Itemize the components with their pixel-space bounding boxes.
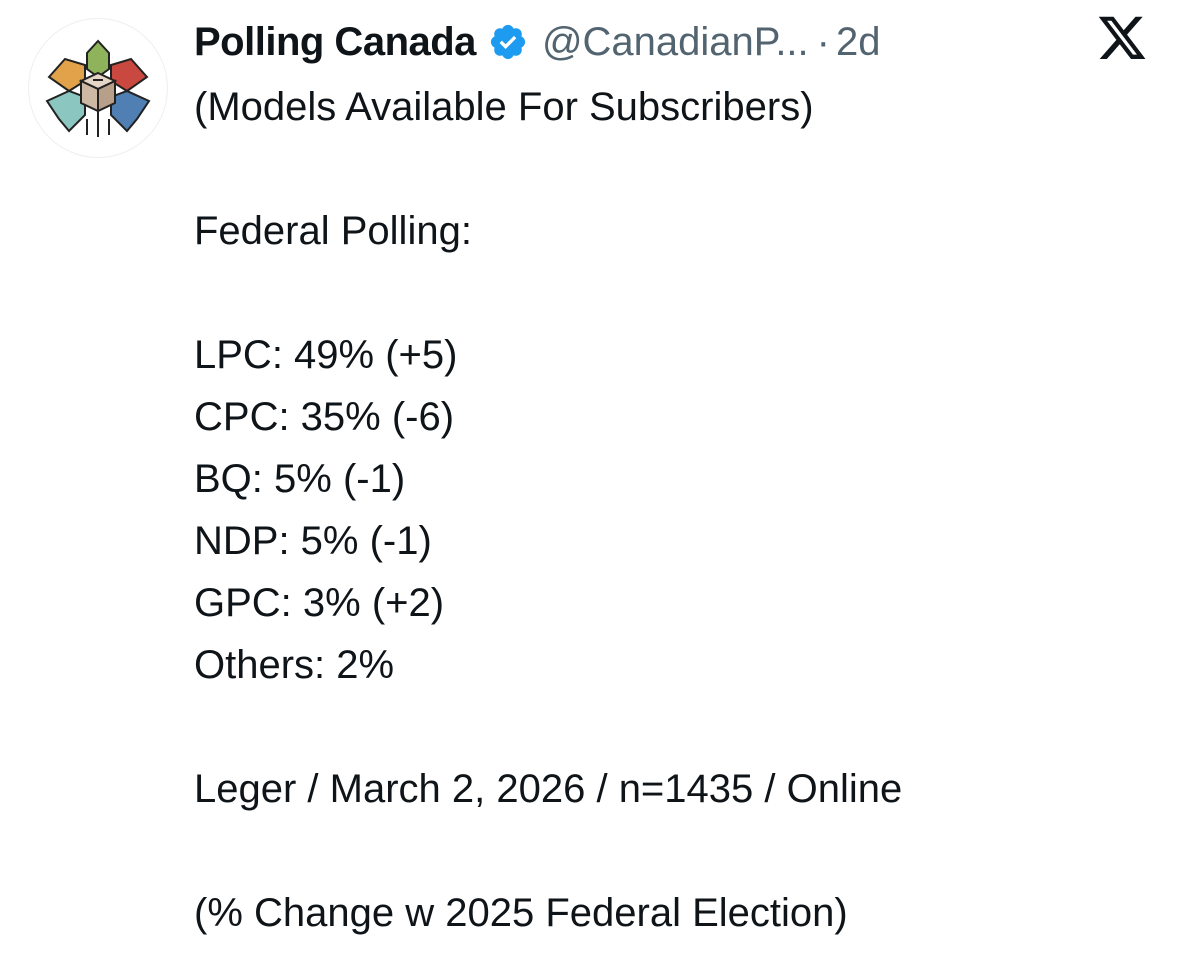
poll-source: Leger / March 2, 2026 / n=1435 / Online — [194, 767, 903, 811]
tweet-header: Polling Canada @CanadianP... · 2d — [194, 14, 880, 70]
result-line-ndp: NDP: 5% (-1) — [194, 519, 432, 563]
tweet-heading: Federal Polling: — [194, 209, 472, 253]
author-handle[interactable]: @CanadianP... — [541, 19, 809, 64]
result-line-others: Others: 2% — [194, 643, 395, 687]
poll-note: (% Change w 2025 Federal Election) — [194, 891, 848, 935]
blank-line — [194, 262, 1154, 324]
result-line-gpc: GPC: 3% (+2) — [194, 581, 445, 625]
blank-line — [194, 820, 1154, 882]
tweet-intro: (Models Available For Subscribers) — [194, 85, 814, 129]
result-line-cpc: CPC: 35% (-6) — [194, 395, 455, 439]
author-display-name[interactable]: Polling Canada — [194, 19, 476, 64]
tweet-text: (Models Available For Subscribers) Feder… — [194, 76, 1154, 944]
post-timestamp[interactable]: 2d — [835, 19, 881, 64]
verified-badge-icon — [490, 24, 526, 60]
result-line-lpc: LPC: 49% (+5) — [194, 333, 458, 377]
polling-canada-logo-icon — [45, 39, 151, 137]
x-logo-icon[interactable] — [1096, 16, 1148, 64]
header-separator: · — [816, 19, 830, 64]
blank-line — [194, 696, 1154, 758]
author-avatar[interactable] — [28, 18, 168, 158]
blank-line — [194, 138, 1154, 200]
result-line-bq: BQ: 5% (-1) — [194, 457, 406, 501]
